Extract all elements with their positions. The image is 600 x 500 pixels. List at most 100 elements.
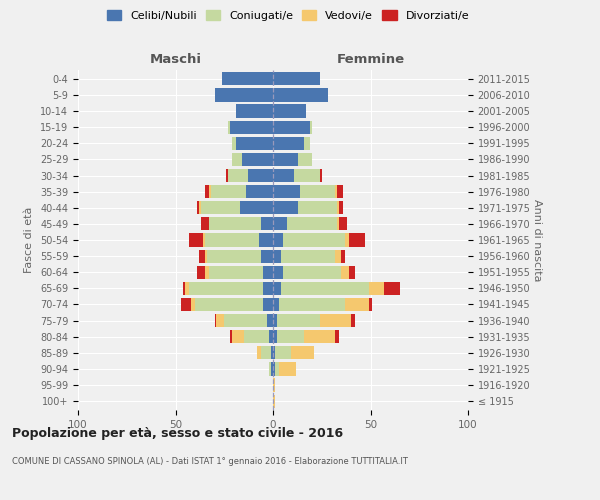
Bar	[230, 120, 273, 134]
Bar	[281, 250, 335, 262]
Bar	[273, 394, 275, 407]
Bar	[298, 153, 312, 166]
Bar	[189, 282, 263, 295]
Bar	[335, 185, 337, 198]
Bar	[340, 218, 347, 230]
Bar	[320, 314, 351, 327]
Bar	[273, 120, 310, 134]
Bar	[226, 169, 228, 182]
Bar	[273, 153, 298, 166]
Bar	[298, 201, 337, 214]
Bar	[335, 250, 341, 262]
Bar	[345, 234, 349, 246]
Bar	[275, 362, 279, 376]
Bar	[181, 298, 191, 311]
Bar	[248, 169, 273, 182]
Bar	[224, 314, 267, 327]
Bar	[277, 314, 320, 327]
Bar	[244, 330, 269, 344]
Bar	[273, 282, 281, 295]
Bar	[257, 346, 262, 360]
Bar	[310, 120, 312, 134]
Bar	[273, 346, 275, 360]
Bar	[273, 314, 277, 327]
Bar	[215, 88, 273, 102]
Bar	[217, 314, 224, 327]
Bar	[273, 104, 306, 118]
Bar	[267, 314, 273, 327]
Bar	[283, 266, 341, 279]
Bar	[335, 330, 340, 344]
Bar	[263, 298, 273, 311]
Bar	[295, 169, 320, 182]
Bar	[368, 298, 373, 311]
Bar	[191, 298, 195, 311]
Bar	[279, 298, 345, 311]
Bar	[232, 330, 244, 344]
Bar	[281, 282, 368, 295]
Bar	[228, 120, 230, 134]
Bar	[320, 169, 322, 182]
Bar	[228, 169, 248, 182]
Bar	[223, 72, 273, 86]
Text: COMUNE DI CASSANO SPINOLA (AL) - Dati ISTAT 1° gennaio 2016 - Elaborazione TUTTI: COMUNE DI CASSANO SPINOLA (AL) - Dati IS…	[12, 458, 408, 466]
Bar	[290, 346, 314, 360]
Bar	[345, 298, 368, 311]
Bar	[199, 250, 205, 262]
Bar	[273, 201, 298, 214]
Bar	[341, 250, 345, 262]
Bar	[273, 218, 287, 230]
Bar	[271, 362, 273, 376]
Bar	[273, 185, 301, 198]
Bar	[236, 136, 273, 150]
Bar	[197, 201, 199, 214]
Bar	[195, 298, 263, 311]
Bar	[201, 201, 240, 214]
Bar	[273, 234, 283, 246]
Bar	[283, 234, 345, 246]
Text: Maschi: Maschi	[149, 53, 202, 66]
Bar	[277, 330, 304, 344]
Bar	[197, 266, 205, 279]
Bar	[304, 136, 310, 150]
Bar	[273, 72, 320, 86]
Bar	[184, 282, 185, 295]
Bar	[205, 250, 206, 262]
Bar	[349, 234, 365, 246]
Bar	[269, 330, 273, 344]
Bar	[273, 250, 281, 262]
Bar	[337, 201, 340, 214]
Bar	[185, 282, 189, 295]
Bar	[203, 234, 205, 246]
Bar	[259, 234, 273, 246]
Bar	[189, 234, 203, 246]
Bar	[337, 185, 343, 198]
Bar	[230, 330, 232, 344]
Bar	[215, 314, 217, 327]
Bar	[263, 266, 273, 279]
Bar	[209, 185, 211, 198]
Bar	[262, 218, 273, 230]
Bar	[337, 218, 340, 230]
Bar	[199, 201, 201, 214]
Bar	[341, 266, 349, 279]
Bar	[273, 362, 275, 376]
Y-axis label: Fasce di età: Fasce di età	[25, 207, 34, 273]
Text: Popolazione per età, sesso e stato civile - 2016: Popolazione per età, sesso e stato civil…	[12, 428, 343, 440]
Bar	[273, 266, 283, 279]
Bar	[246, 185, 273, 198]
Bar	[209, 266, 263, 279]
Bar	[262, 346, 271, 360]
Bar	[211, 185, 246, 198]
Bar	[232, 153, 242, 166]
Bar	[206, 250, 262, 262]
Bar	[368, 282, 384, 295]
Bar	[273, 169, 295, 182]
Bar	[209, 218, 262, 230]
Bar	[205, 266, 209, 279]
Bar	[205, 234, 259, 246]
Bar	[269, 362, 271, 376]
Bar	[349, 266, 355, 279]
Bar	[273, 330, 277, 344]
Bar	[232, 136, 236, 150]
